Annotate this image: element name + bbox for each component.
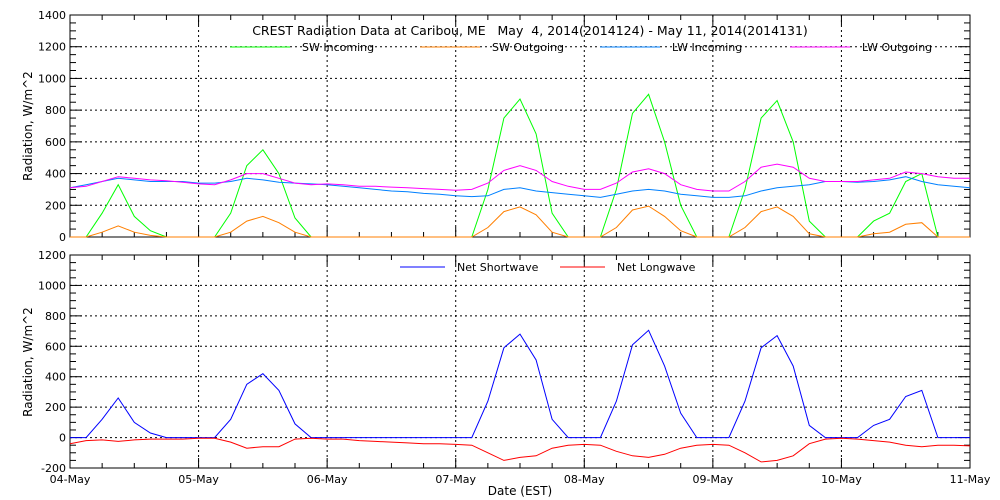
- y-tick-label: 200: [45, 199, 66, 212]
- y-tick-label: 0: [59, 432, 66, 445]
- y-tick-label: 1400: [38, 9, 66, 22]
- series-line-sw-outgoing: [70, 205, 970, 238]
- x-tick-label: 07-May: [435, 473, 476, 486]
- y-tick-label: 400: [45, 168, 66, 181]
- y-tick-label: 1200: [38, 249, 66, 262]
- y-tick-label: 800: [45, 310, 66, 323]
- legend-label: Net Longwave: [617, 261, 696, 274]
- y-tick-label: 1200: [38, 41, 66, 54]
- x-axis-label: Date (EST): [488, 484, 552, 498]
- y-axis-label-bottom: Radiation, W/m^2: [21, 307, 35, 417]
- y-tick-label: 600: [45, 340, 66, 353]
- x-tick-label: 09-May: [692, 473, 733, 486]
- panel-components: 0 200 400 600 800 1000 1200 1400 SW Incoming SW O…: [38, 9, 971, 244]
- y-tick-label: 0: [59, 231, 66, 244]
- series-line-net-shortwave: [70, 329, 970, 439]
- y-tick-label: 1000: [38, 72, 66, 85]
- series-line-net-longwave: [69, 437, 971, 463]
- legend-label: Net Shortwave: [457, 261, 539, 274]
- x-tick-label: 08-May: [564, 473, 605, 486]
- series-line-sw-incoming: [70, 93, 970, 238]
- x-tick-label: 05-May: [178, 473, 219, 486]
- legend-label: SW Incoming: [302, 41, 374, 54]
- x-tick-label: 10-May: [821, 473, 862, 486]
- plot-frame: [69, 254, 971, 469]
- legend-label: LW Outgoing: [862, 41, 932, 54]
- series-line-lw-outgoing: [69, 163, 970, 192]
- x-tick-label: 11-May: [950, 473, 991, 486]
- x-tick-label: 04-May: [50, 473, 91, 486]
- legend-label: LW Incoming: [672, 41, 742, 54]
- y-tick-label: -200: [41, 462, 66, 475]
- chart-title: CREST Radiation Data at Caribou, ME May …: [252, 23, 808, 38]
- series-line-lw-incoming: [69, 176, 971, 198]
- plot-frame: [69, 14, 971, 238]
- y-axis-label-top: Radiation, W/m^2: [21, 71, 35, 181]
- y-tick-label: 1000: [38, 279, 66, 292]
- panel-net: -200 0 200 400 600 800 1000 1200 Net Shortwave Ne…: [38, 249, 991, 486]
- y-tick-label: 600: [45, 136, 66, 149]
- y-tick-label: 400: [45, 371, 66, 384]
- x-tick-label: 06-May: [307, 473, 348, 486]
- y-tick-label: 200: [45, 401, 66, 414]
- legend-label: SW Outgoing: [492, 41, 564, 54]
- y-tick-label: 800: [45, 104, 66, 117]
